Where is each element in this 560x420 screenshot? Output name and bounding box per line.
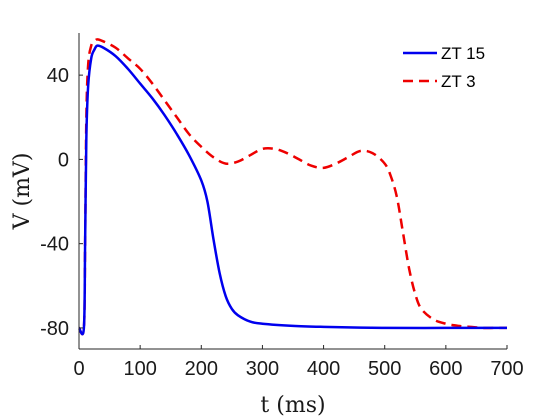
plot-lines <box>77 38 507 336</box>
series-line-zt-15 <box>77 44 507 336</box>
x-axis-label: t (ms) <box>260 393 325 418</box>
legend-label: ZT 3 <box>441 72 476 91</box>
x-ticks: 0 100 200 300 400 500 600 700 <box>73 345 524 380</box>
x-tick-label: 0 <box>73 358 84 380</box>
legend-label: ZT 15 <box>441 44 485 63</box>
y-tick-label: -80 <box>40 318 69 340</box>
x-tick-label: 300 <box>246 358 279 380</box>
x-tick-label: 100 <box>123 358 156 380</box>
y-axis-label: V (mV) <box>10 153 35 231</box>
legend: ZT 15 ZT 3 <box>403 44 485 91</box>
y-tick-label: 0 <box>58 149 69 171</box>
axes <box>78 33 507 350</box>
x-tick-label: 700 <box>490 358 523 380</box>
x-tick-label: 400 <box>307 358 340 380</box>
y-tick-label: -40 <box>40 234 69 256</box>
x-tick-label: 500 <box>368 358 401 380</box>
series-line-zt-3 <box>77 38 507 336</box>
x-tick-label: 200 <box>185 358 218 380</box>
y-tick-label: 40 <box>47 65 69 87</box>
x-tick-label: 600 <box>429 358 462 380</box>
y-ticks: -80 -40 0 40 <box>40 65 83 340</box>
